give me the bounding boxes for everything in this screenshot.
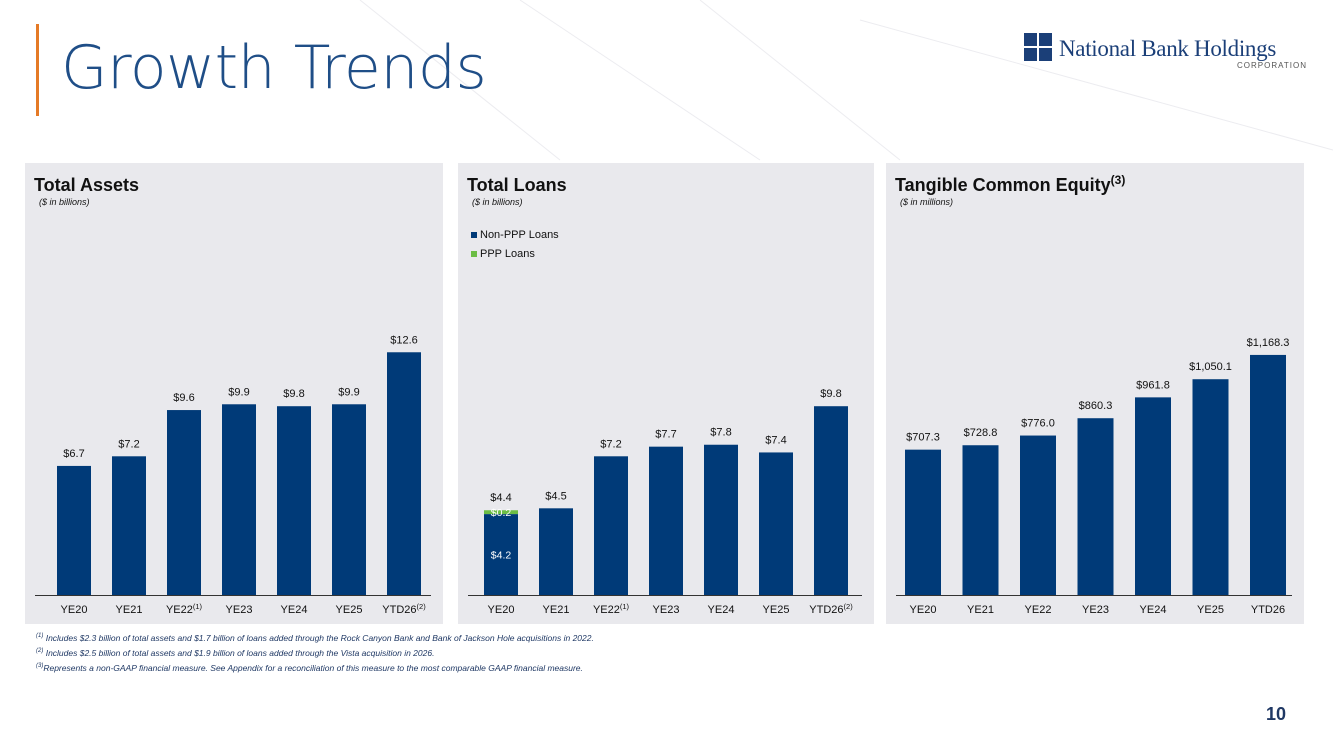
- category-label: YE24: [1140, 604, 1167, 616]
- data-label: $4.5: [545, 490, 566, 502]
- chart-title: Total Assets: [34, 175, 140, 195]
- chart-unit: ($ in millions): [900, 197, 954, 207]
- bar: [332, 404, 366, 595]
- total-assets-chart: $6.7 YE20 $7.2 YE21 $9.6 YE22(1) $9.9 YE23 $9.8 Y…: [35, 334, 431, 616]
- legend-swatch-non-ppp: [471, 231, 477, 238]
- bar-non-ppp: [704, 444, 738, 595]
- category-label: YE20: [61, 604, 88, 616]
- category-label: YE20: [488, 604, 515, 616]
- bar: [905, 449, 941, 595]
- chart-unit: ($ in billions): [39, 197, 90, 207]
- category-label: YE22(1): [166, 602, 203, 616]
- data-label: $707.3: [906, 432, 940, 444]
- data-label: $7.7: [655, 429, 676, 441]
- category-label: YTD26: [1251, 604, 1285, 616]
- data-label: $1,050.1: [1189, 361, 1232, 373]
- bar-non-ppp: [594, 456, 628, 595]
- data-label: $9.6: [173, 392, 194, 404]
- category-label: YTD26(2): [809, 602, 853, 616]
- data-label: $7.4: [765, 434, 786, 446]
- category-label: YE21: [967, 604, 994, 616]
- tangible-equity-panel: Tangible Common Equity(3) ($ in millions…: [886, 163, 1304, 624]
- category-label: YTD26(2): [382, 602, 426, 616]
- total-loans-panel: Total Loans ($ in billions) Non-PPP Loan…: [458, 163, 874, 624]
- chart-legend: Non-PPP Loans PPP Loans: [471, 225, 559, 263]
- data-label: $12.6: [390, 334, 418, 346]
- total-loans-chart: $4.2 $0.2 $4.4 YE20 $4.5 YE21 $7.2 YE22(1) $7.7 Y…: [468, 388, 862, 616]
- bar-non-ppp: [814, 406, 848, 595]
- total-assets-panel: Total Assets ($ in billions) $6.7 YE20 $7.…: [25, 163, 443, 624]
- data-label: $860.3: [1079, 400, 1113, 412]
- data-label: $728.8: [964, 427, 998, 439]
- page-title: Growth Trends: [61, 33, 487, 103]
- category-label: YE23: [1082, 604, 1109, 616]
- logo-subtitle: CORPORATION: [1237, 61, 1307, 70]
- data-label-inner: $4.2: [491, 550, 512, 562]
- logo-mark-icon: [1024, 33, 1052, 61]
- bar: [1250, 354, 1286, 595]
- bar-non-ppp: [759, 452, 793, 595]
- bar: [167, 410, 201, 595]
- data-label: $7.2: [118, 438, 139, 450]
- category-label: YE20: [910, 604, 937, 616]
- bar: [387, 352, 421, 595]
- footnote: (1) Includes $2.3 billion of total asset…: [36, 632, 594, 643]
- bar: [1135, 397, 1171, 595]
- data-label: $776.0: [1021, 418, 1055, 430]
- category-label: YE24: [708, 604, 735, 616]
- data-label: $7.2: [600, 438, 621, 450]
- bar: [1077, 418, 1114, 595]
- data-label: $9.9: [228, 386, 249, 398]
- category-label: YE25: [763, 604, 790, 616]
- legend-item: PPP Loans: [471, 244, 559, 263]
- legend-item: Non-PPP Loans: [471, 225, 559, 244]
- data-label: $7.8: [710, 427, 731, 439]
- category-label: YE25: [1197, 604, 1224, 616]
- category-label: YE22: [1025, 604, 1052, 616]
- category-label: YE21: [116, 604, 143, 616]
- chart-title: Tangible Common Equity(3): [895, 173, 1126, 195]
- company-logo: National Bank Holdings CORPORATION: [1024, 33, 1307, 73]
- data-label: $6.7: [63, 448, 84, 460]
- bar: [1192, 379, 1229, 595]
- tangible-equity-chart: $707.3 YE20 $728.8 YE21 $776.0 YE22 $860.3 YE23…: [896, 337, 1292, 616]
- category-label: YE24: [281, 604, 308, 616]
- chart-unit: ($ in billions): [472, 197, 523, 207]
- category-label: YE22(1): [593, 602, 630, 616]
- data-label: $9.8: [820, 388, 841, 400]
- bar: [112, 456, 146, 595]
- category-label: YE25: [336, 604, 363, 616]
- footnotes: (1) Includes $2.3 billion of total asset…: [36, 630, 594, 674]
- bar: [277, 406, 311, 595]
- category-label: YE23: [653, 604, 680, 616]
- category-label: YE23: [226, 604, 253, 616]
- bar: [222, 404, 256, 595]
- bar-ppp: [484, 510, 518, 515]
- bar: [57, 465, 91, 595]
- footnote: (3)Represents a non-GAAP financial measu…: [36, 662, 583, 673]
- data-label: $1,168.3: [1247, 337, 1290, 349]
- data-label: $9.8: [283, 388, 304, 400]
- bar-non-ppp: [649, 446, 683, 595]
- data-label: $961.8: [1136, 379, 1170, 391]
- page-number: 10: [1266, 704, 1287, 724]
- data-label-inner: $0.2: [491, 507, 512, 519]
- logo-name: National Bank Holdings: [1059, 36, 1276, 61]
- bar-non-ppp: [539, 508, 573, 595]
- legend-swatch-ppp: [471, 250, 477, 257]
- bar: [962, 445, 999, 595]
- data-label: $9.9: [338, 386, 359, 398]
- data-label: $4.4: [490, 492, 511, 504]
- category-label: YE21: [543, 604, 570, 616]
- bar: [1020, 435, 1056, 595]
- footnote: (2) Includes $2.5 billion of total asset…: [36, 647, 435, 658]
- title-accent-bar: [36, 24, 39, 116]
- bar-non-ppp: [484, 514, 518, 595]
- chart-title: Total Loans: [467, 175, 567, 195]
